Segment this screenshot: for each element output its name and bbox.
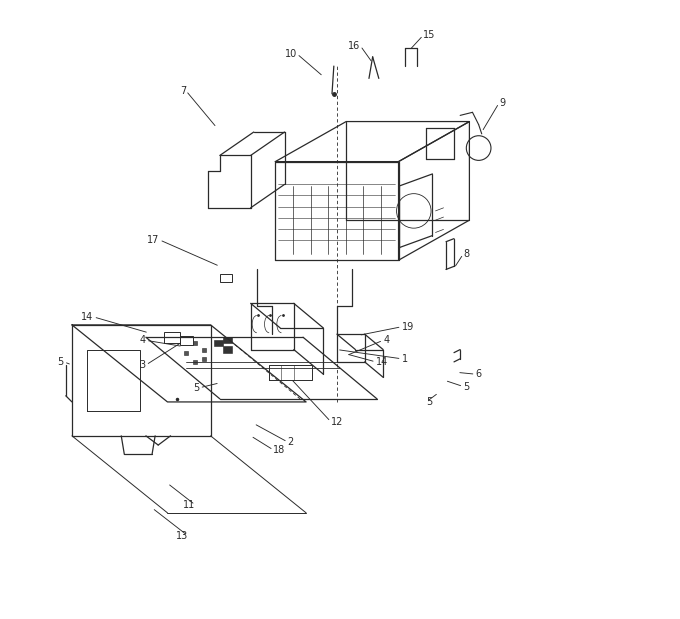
Text: 9: 9 (499, 98, 505, 108)
Bar (180, 336, 193, 345)
Text: 19: 19 (402, 322, 414, 332)
Text: 18: 18 (273, 445, 286, 455)
Text: 5: 5 (463, 381, 469, 392)
Text: 14: 14 (82, 312, 94, 322)
Text: 12: 12 (330, 417, 343, 426)
Bar (165, 332, 180, 344)
Text: 5: 5 (426, 397, 432, 407)
Text: 15: 15 (423, 30, 436, 40)
Text: 6: 6 (475, 369, 481, 379)
Text: 16: 16 (348, 41, 360, 51)
Text: 14: 14 (376, 357, 388, 367)
Bar (223, 347, 232, 353)
Text: 3: 3 (140, 360, 146, 370)
Text: 5: 5 (58, 357, 64, 367)
Text: 2: 2 (288, 437, 294, 447)
Text: 1: 1 (402, 354, 408, 364)
Text: 10: 10 (285, 49, 297, 59)
Text: 8: 8 (463, 249, 469, 259)
Text: 5: 5 (193, 383, 199, 393)
Bar (214, 340, 223, 347)
Text: 7: 7 (180, 86, 186, 96)
Bar (220, 274, 232, 282)
Text: 13: 13 (175, 530, 188, 540)
Text: 4: 4 (140, 335, 146, 345)
Bar (223, 337, 232, 344)
Text: 4: 4 (383, 335, 389, 345)
Text: 11: 11 (183, 500, 195, 510)
Text: 17: 17 (147, 235, 159, 245)
